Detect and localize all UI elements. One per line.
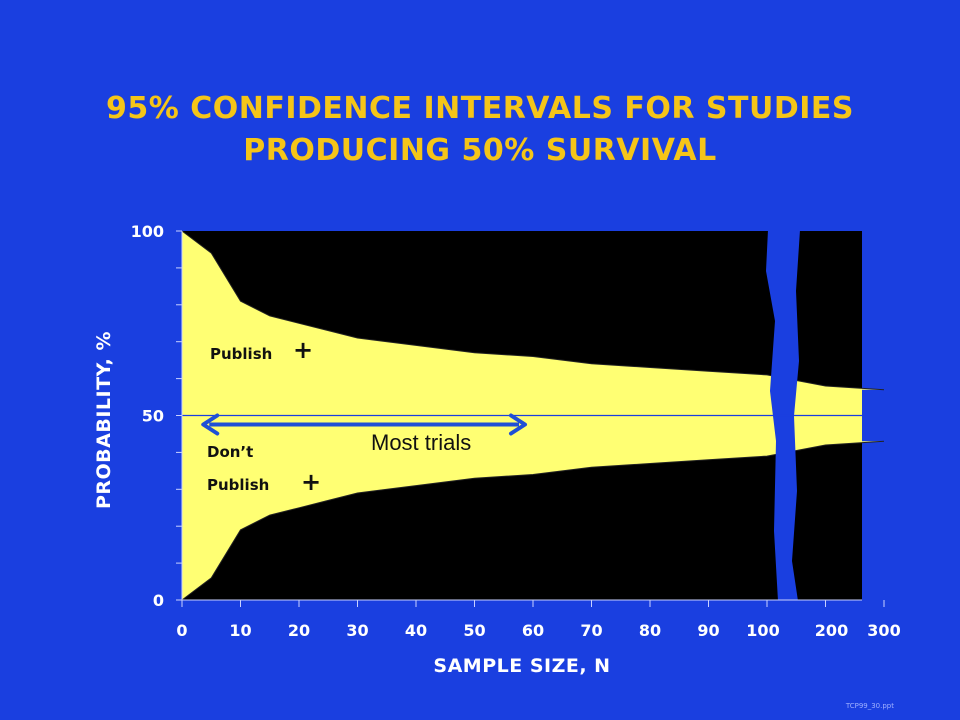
- x-tick-label: 90: [697, 621, 719, 640]
- file-reference: TCP99_30.ppt: [845, 702, 894, 710]
- x-tick-label: 70: [580, 621, 602, 640]
- dont-publish-label-1: Don’t: [207, 443, 253, 461]
- y-axis-title: PROBABILITY, %: [93, 331, 115, 509]
- title-line-1: 95% CONFIDENCE INTERVALS FOR STUDIES: [105, 91, 855, 126]
- y-tick-label: 50: [142, 407, 164, 426]
- x-tick-label: 50: [463, 621, 485, 640]
- publish-plus: +: [293, 336, 313, 364]
- x-tick-label: 60: [522, 621, 544, 640]
- most-trials-arrowhead-left: [201, 413, 220, 436]
- x-tick-label: 40: [405, 621, 427, 640]
- title-line-2: PRODUCING 50% SURVIVAL: [243, 133, 717, 168]
- y-tick-label: 100: [131, 222, 164, 241]
- dont-publish-label-2: Publish: [207, 476, 269, 494]
- most-trials-arrowhead-right: [509, 413, 527, 436]
- y-tick-label: 0: [153, 591, 164, 610]
- upper-limit-line: [181, 230, 885, 391]
- lower-limit-line: [181, 440, 885, 601]
- slide-title: 95% CONFIDENCE INTERVALS FOR STUDIES PRO…: [0, 88, 960, 172]
- dont-publish-plus: +: [301, 468, 321, 496]
- most-trials-label: Most trials: [371, 430, 471, 455]
- publish-label: Publish: [210, 345, 272, 363]
- x-tick-label: 300: [867, 621, 900, 640]
- x-tick-label: 0: [176, 621, 187, 640]
- x-axis-title: SAMPLE SIZE, N: [433, 655, 610, 677]
- x-tick-label: 20: [288, 621, 310, 640]
- x-tick-label: 200: [815, 621, 848, 640]
- x-tick-label: 100: [746, 621, 779, 640]
- x-tick-label: 80: [639, 621, 661, 640]
- x-tick-label: 10: [229, 621, 251, 640]
- x-tick-label: 30: [346, 621, 368, 640]
